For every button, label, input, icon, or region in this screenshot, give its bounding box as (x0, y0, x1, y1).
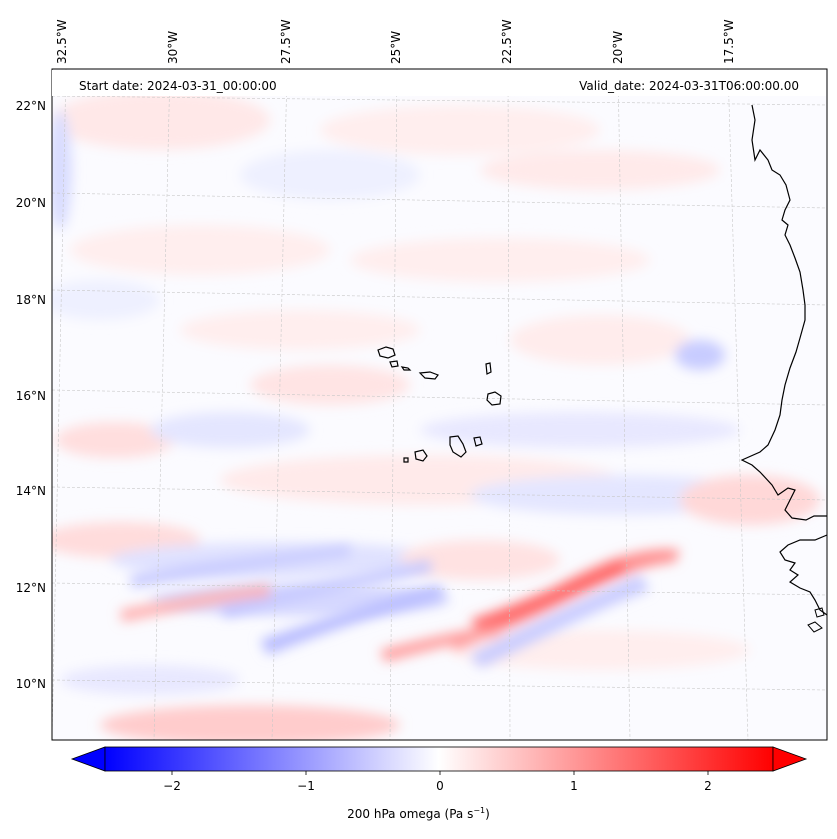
colorbar-title-close: ) (485, 807, 490, 821)
colorbar-title-exponent: −1 (473, 806, 486, 815)
colorbar-tick-label: 0 (436, 779, 444, 793)
valid-date-label: Valid_date: 2024-03-31T06:00:00.00 (579, 79, 799, 93)
lon-label: 20°W (611, 31, 625, 64)
colorbar-title: 200 hPa omega (Pa s−1) (0, 806, 837, 821)
colorbar-tick-label: −2 (163, 779, 181, 793)
lat-label: 12°N (16, 581, 46, 595)
date-band (52, 70, 826, 96)
longitude-labels: 32.5°W 30°W 27.5°W 25°W 22.5°W 20°W 17.5… (55, 19, 736, 64)
latitude-labels: 22°N 20°N 18°N 16°N 14°N 12°N 10°N (16, 99, 46, 691)
lon-label: 30°W (166, 31, 180, 64)
map-frame (51, 68, 828, 741)
graticule (52, 69, 827, 740)
start-date-label: Start date: 2024-03-31_00:00:00 (79, 79, 277, 93)
colorbar-title-main: 200 hPa omega (Pa s (347, 807, 474, 821)
coastline-islet (807, 621, 823, 633)
lon-label: 22.5°W (500, 19, 514, 64)
lat-label: 20°N (16, 196, 46, 210)
lat-label: 10°N (16, 677, 46, 691)
coastline-africa (740, 104, 827, 521)
lat-label: 16°N (16, 389, 46, 403)
colorbar-scale (104, 746, 774, 772)
colorbar: −2 −1 0 1 2 (70, 746, 808, 793)
lon-label: 32.5°W (55, 19, 69, 64)
omega-field (52, 90, 820, 740)
colorbar-max-extend (772, 746, 808, 772)
colorbar-tick-label: 2 (704, 779, 712, 793)
lon-label: 27.5°W (279, 19, 293, 64)
lat-label: 14°N (16, 484, 46, 498)
lon-label: 17.5°W (722, 19, 736, 64)
coastline-islet (814, 607, 825, 618)
colorbar-tick-label: 1 (570, 779, 578, 793)
colorbar-min-extend (70, 746, 106, 772)
lat-label: 22°N (16, 99, 46, 113)
colorbar-tick-label: −1 (297, 779, 315, 793)
cape-verde-islands (377, 346, 502, 463)
lon-label: 25°W (389, 31, 403, 64)
lat-label: 18°N (16, 293, 46, 307)
coastline-guinea (779, 534, 827, 616)
